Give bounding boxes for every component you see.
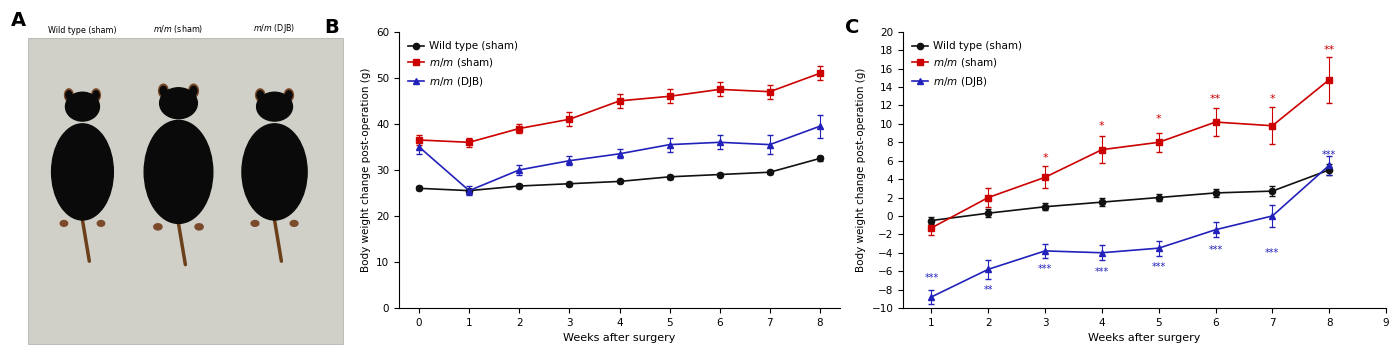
Text: **: ** — [1323, 45, 1334, 55]
Ellipse shape — [160, 86, 167, 96]
Legend: Wild type (sham), $\it{m/m}$ (sham), $\it{m/m}$ (DJB): Wild type (sham), $\it{m/m}$ (sham), $\i… — [405, 37, 522, 93]
Text: *: * — [1156, 114, 1162, 124]
Ellipse shape — [286, 91, 293, 99]
X-axis label: Weeks after surgery: Weeks after surgery — [1088, 333, 1201, 343]
Text: ***: *** — [1037, 264, 1053, 274]
Ellipse shape — [92, 91, 99, 99]
Y-axis label: Body weight change post-operation (g): Body weight change post-operation (g) — [361, 68, 371, 272]
Text: ***: *** — [924, 273, 938, 283]
Y-axis label: Body weight change post-operation (g): Body weight change post-operation (g) — [855, 68, 865, 272]
Text: **: ** — [1210, 94, 1221, 104]
Ellipse shape — [66, 92, 99, 121]
Ellipse shape — [242, 124, 307, 220]
Ellipse shape — [195, 224, 203, 230]
Text: C: C — [846, 18, 860, 37]
Text: ***: *** — [1095, 267, 1109, 276]
Ellipse shape — [190, 86, 197, 96]
Ellipse shape — [256, 89, 265, 101]
Ellipse shape — [160, 88, 197, 119]
Text: B: B — [323, 18, 339, 37]
Text: *: * — [1099, 121, 1105, 131]
Ellipse shape — [258, 91, 263, 99]
Text: *: * — [1042, 153, 1047, 162]
Ellipse shape — [284, 89, 294, 101]
Ellipse shape — [66, 91, 71, 99]
X-axis label: Weeks after surgery: Weeks after surgery — [563, 333, 676, 343]
Ellipse shape — [52, 124, 113, 220]
Text: ***: *** — [1152, 262, 1166, 272]
Ellipse shape — [97, 221, 105, 226]
Text: $\it{m/m}$ (DJB): $\it{m/m}$ (DJB) — [253, 22, 295, 35]
Ellipse shape — [158, 84, 168, 98]
Text: ***: *** — [1208, 245, 1222, 255]
Ellipse shape — [64, 89, 73, 101]
Ellipse shape — [256, 92, 293, 121]
Ellipse shape — [144, 120, 213, 223]
Text: ***: *** — [1266, 248, 1280, 258]
Text: A: A — [10, 11, 25, 29]
Legend: Wild type (sham), $\it{m/m}$ (sham), $\it{m/m}$ (DJB): Wild type (sham), $\it{m/m}$ (sham), $\i… — [909, 37, 1026, 93]
Text: **: ** — [983, 285, 993, 295]
Ellipse shape — [251, 221, 259, 226]
Text: $\it{m/m}$ (sham): $\it{m/m}$ (sham) — [154, 23, 203, 35]
Text: Wild type (sham): Wild type (sham) — [48, 25, 116, 35]
Ellipse shape — [92, 89, 101, 101]
Text: ***: *** — [1322, 150, 1337, 160]
Ellipse shape — [154, 224, 162, 230]
Ellipse shape — [60, 221, 67, 226]
Text: *: * — [1270, 94, 1275, 104]
Ellipse shape — [189, 84, 199, 98]
Ellipse shape — [290, 221, 298, 226]
Bar — [28, 38, 343, 344]
